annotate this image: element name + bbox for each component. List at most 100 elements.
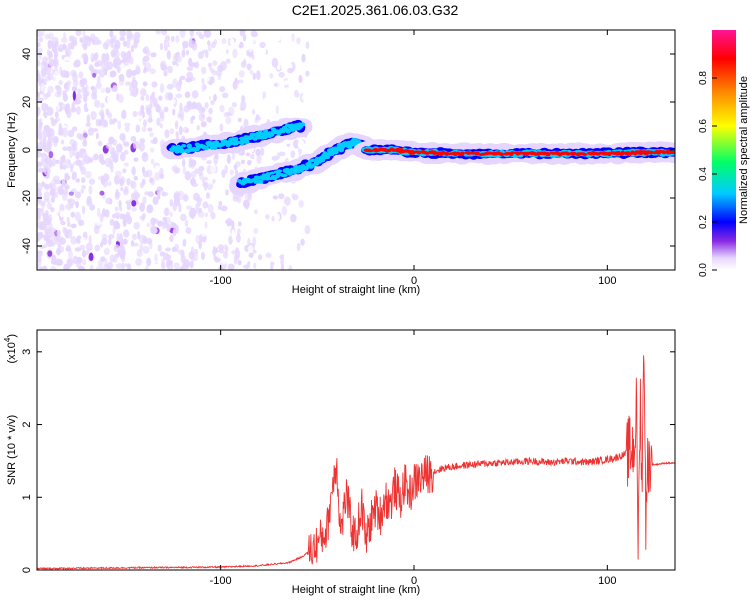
- noise-dot: [269, 50, 275, 57]
- noise-dot: [108, 234, 115, 240]
- noise-dot: [82, 30, 86, 37]
- noise-dot: [166, 223, 171, 232]
- noise-dot: [78, 153, 85, 158]
- noise-dot: [170, 221, 175, 228]
- noise-dot: [60, 220, 66, 226]
- noise-dot: [37, 161, 44, 167]
- colorbar-tick-label: 0.0: [698, 263, 709, 277]
- noise-dot: [135, 141, 140, 150]
- noise-dot: [185, 205, 193, 210]
- ridge-cell: [615, 151, 620, 156]
- noise-dot: [59, 245, 65, 253]
- noise-dot: [245, 152, 251, 157]
- noise-dot: [62, 93, 69, 102]
- noise-dot: [205, 192, 211, 199]
- noise-dot: [118, 93, 124, 104]
- noise-dot: [56, 229, 61, 237]
- noise-dot: [254, 209, 258, 215]
- noise-dot: [121, 255, 125, 263]
- ridge-cell: [293, 164, 299, 170]
- noise-dot: [215, 30, 222, 38]
- noise-dot: [269, 96, 276, 105]
- noise-dot: [276, 64, 281, 71]
- noise-dot: [75, 159, 82, 166]
- noise-dot: [141, 126, 147, 133]
- noise-dot: [37, 129, 43, 138]
- noise-dot: [181, 259, 188, 265]
- ridge-cell: [258, 179, 264, 184]
- plot-frame-bottom: [36, 329, 676, 571]
- noise-dot: [202, 201, 209, 209]
- spectrogram-chart: -100 0 100 -40 -20 0 20 40 Height of straight l…: [6, 29, 750, 296]
- noise-dot: [163, 106, 169, 113]
- noise-dot: [296, 209, 304, 218]
- noise-dot: [76, 132, 82, 139]
- noise-dot: [157, 204, 162, 215]
- noise-dot: [56, 104, 60, 111]
- noise-dot: [184, 91, 191, 99]
- noise-dot: [152, 136, 158, 145]
- noise-dot: [139, 215, 145, 220]
- noise-dot: [141, 151, 149, 162]
- noise-dot: [274, 252, 280, 261]
- noise-dot: [53, 70, 59, 81]
- noise-dot: [204, 49, 209, 59]
- ridge-cell: [214, 140, 220, 145]
- noise-dot: [68, 191, 75, 196]
- noise-dot: [126, 50, 132, 60]
- noise-dot: [146, 257, 152, 267]
- noise-dot: [62, 127, 69, 138]
- y-axis-label-top: Frequency (Hz): [6, 112, 18, 188]
- noise-dot: [142, 81, 148, 87]
- noise-dot: [132, 242, 139, 247]
- noise-dot: [221, 169, 226, 178]
- noise-dot: [37, 59, 41, 67]
- noise-dot: [230, 38, 235, 45]
- noise-dot: [50, 116, 54, 121]
- noise-dot: [219, 216, 227, 222]
- noise-dot: [76, 256, 83, 264]
- multiplier-power: 4: [3, 337, 12, 342]
- noise-dot: [181, 158, 186, 167]
- noise-dot: [236, 228, 241, 235]
- noise-dot: [62, 188, 69, 196]
- noise-dot: [104, 209, 108, 216]
- colorbar-label: Normalized spectral amplitude: [738, 76, 750, 224]
- noise-dot: [46, 202, 53, 210]
- noise-dot: [39, 36, 44, 43]
- noise-dot: [109, 70, 117, 78]
- noise-dot: [297, 259, 302, 265]
- noise-dot: [44, 61, 49, 69]
- noise-dot: [49, 188, 55, 197]
- noise-dot: [265, 260, 271, 269]
- noise-dot: [95, 132, 99, 140]
- noise-dot: [119, 30, 126, 38]
- noise-dot: [250, 30, 258, 38]
- noise-dot: [225, 58, 231, 64]
- ridge-cell: [624, 151, 630, 156]
- noise-dot: [62, 226, 66, 234]
- ridge-cell: [300, 164, 306, 168]
- noise-dot: [109, 30, 114, 38]
- noise-dot: [216, 233, 221, 243]
- noise-dot: [88, 234, 92, 245]
- noise-dot: [289, 88, 293, 94]
- noise-dot: [283, 196, 291, 206]
- bottom-y-tick-label: 0: [21, 567, 33, 573]
- noise-dot: [81, 176, 86, 184]
- noise-dot: [131, 207, 137, 212]
- noise-dot: [158, 95, 163, 101]
- noise-dot: [85, 36, 92, 47]
- noise-dot: [159, 42, 164, 51]
- noise-dot: [81, 53, 88, 60]
- noise-dot: [69, 163, 74, 169]
- noise-dot: [163, 70, 168, 77]
- noise-dot: [40, 83, 46, 92]
- noise-dot: [88, 178, 96, 185]
- noise-dot: [115, 222, 121, 230]
- noise-dot: [204, 221, 208, 229]
- noise-dot: [78, 71, 84, 79]
- noise-dot: [128, 32, 134, 38]
- noise-dot: [68, 35, 75, 42]
- top-x-tick-label: 100: [598, 275, 616, 287]
